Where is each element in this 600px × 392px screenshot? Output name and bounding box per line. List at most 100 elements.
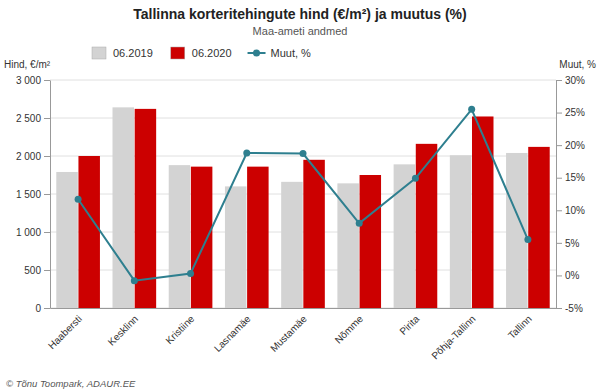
legend-label: Muut, % [271, 47, 312, 59]
y2-axis-line [556, 81, 557, 309]
y2-tick-label: 15% [565, 172, 585, 183]
y-tick: 2 000 [16, 151, 50, 162]
y-tick-mark [44, 194, 50, 195]
y-tick-label: 2 000 [16, 151, 41, 162]
line-marker [300, 150, 307, 157]
bar [450, 155, 471, 308]
bar [56, 172, 77, 308]
x-tick-label: Põhja-Tallinn [429, 313, 477, 361]
bar [337, 183, 358, 308]
bar [191, 167, 212, 308]
y-tick: 1 000 [16, 227, 50, 238]
y-axis: 0 500 1 000 1 500 2 000 2 500 3 000 [16, 75, 51, 314]
y2-tick-label: 25% [565, 107, 585, 118]
bar [169, 165, 190, 308]
y2-axis-title: Muut, % [559, 59, 596, 70]
y-axis-title: Hind, €/m² [4, 59, 51, 70]
bar [360, 175, 381, 308]
x-tick-label: Nõmme [333, 313, 366, 346]
y-tick-mark [44, 156, 50, 157]
legend-item: 06.2020 [171, 47, 232, 59]
y2-tick-label: 30% [565, 75, 585, 86]
y-tick-mark [44, 80, 50, 81]
grid-line [50, 80, 556, 81]
bar [394, 164, 415, 308]
y2-tick-mark [556, 210, 562, 211]
line-marker [412, 175, 419, 182]
legend: 06.2019 06.2020 Muut, % [92, 47, 311, 59]
x-tick: Kesklinn [106, 308, 141, 348]
bar [416, 144, 437, 308]
y2-tick: 0% [556, 270, 580, 281]
line [78, 109, 528, 280]
y2-tick-label: -5% [565, 303, 583, 314]
bar-series [78, 109, 549, 308]
y2-tick-label: 5% [565, 238, 580, 249]
bar [472, 116, 493, 308]
y2-tick-mark [556, 80, 562, 81]
y2-axis: -5% 0% 5% 10% 15% 20% 25% 30% [556, 75, 585, 314]
legend-label: 06.2019 [113, 47, 153, 59]
y-tick-label: 1 000 [16, 227, 41, 238]
y-tick-label: 1 500 [16, 189, 41, 200]
plot-area [56, 106, 549, 308]
y-tick-label: 500 [24, 265, 41, 276]
legend-swatch [253, 50, 260, 57]
y-tick-mark [44, 270, 50, 271]
line-series [75, 106, 532, 284]
x-tick-label: Mustamäe [268, 313, 309, 354]
chart-container: Tallinna korteritehingute hind (€/m²) ja… [0, 0, 600, 392]
y2-tick-mark [556, 178, 562, 179]
y2-tick-label: 20% [565, 140, 585, 151]
y2-tick: 25% [556, 107, 585, 118]
x-tick: Mustamäe [268, 308, 309, 354]
y-tick-mark [44, 232, 50, 233]
grid [50, 80, 556, 308]
y2-tick-label: 10% [565, 205, 585, 216]
y2-tick: 5% [556, 238, 580, 249]
bar-series [56, 107, 527, 308]
y-tick: 3 000 [16, 75, 50, 86]
line-marker [75, 196, 82, 203]
y-tick: 2 500 [16, 113, 50, 124]
title: Tallinna korteritehingute hind (€/m²) ja… [133, 6, 466, 22]
chart-svg: Tallinna korteritehingute hind (€/m²) ja… [0, 0, 600, 392]
legend-item: Muut, % [248, 47, 312, 59]
y2-tick-mark [556, 113, 562, 114]
y2-tick: 15% [556, 172, 585, 183]
legend-swatch [92, 47, 106, 59]
y-axis-line [50, 81, 51, 309]
line-marker [468, 106, 475, 113]
x-tick: Tallinn [506, 308, 534, 341]
x-tick-label: Pirita [397, 313, 421, 337]
line-marker [524, 236, 531, 243]
bar [528, 147, 549, 308]
y2-tick: 30% [556, 75, 585, 86]
x-tick: Pirita [397, 308, 421, 337]
x-tick-label: Haabersti [46, 313, 84, 351]
line-marker [131, 277, 138, 284]
x-tick: Kristiine [164, 308, 197, 346]
bar [247, 167, 268, 308]
y2-tick-mark [556, 145, 562, 146]
legend-item: 06.2019 [92, 47, 153, 59]
y2-tick-label: 0% [565, 270, 580, 281]
legend-swatch [171, 47, 185, 59]
x-axis: Haabersti Kesklinn Kristiine Lasnamäe Mustam… [46, 308, 557, 361]
y-tick: 0 [35, 303, 50, 314]
line-marker [187, 270, 194, 277]
y2-tick: 20% [556, 140, 585, 151]
line-marker [243, 149, 250, 156]
bar [113, 107, 134, 308]
bar [281, 182, 302, 308]
y-tick-mark [44, 308, 50, 309]
y-tick-label: 3 000 [16, 75, 41, 86]
y-tick-label: 0 [35, 303, 41, 314]
subtitle: Maa-ameti andmed [253, 25, 348, 37]
x-tick: Põhja-Tallinn [429, 308, 477, 361]
x-tick: Haabersti [46, 308, 84, 351]
line-marker [356, 220, 363, 227]
x-tick-label: Lasnamäe [212, 313, 253, 354]
y-tick-mark [44, 118, 50, 119]
bar [225, 186, 246, 308]
